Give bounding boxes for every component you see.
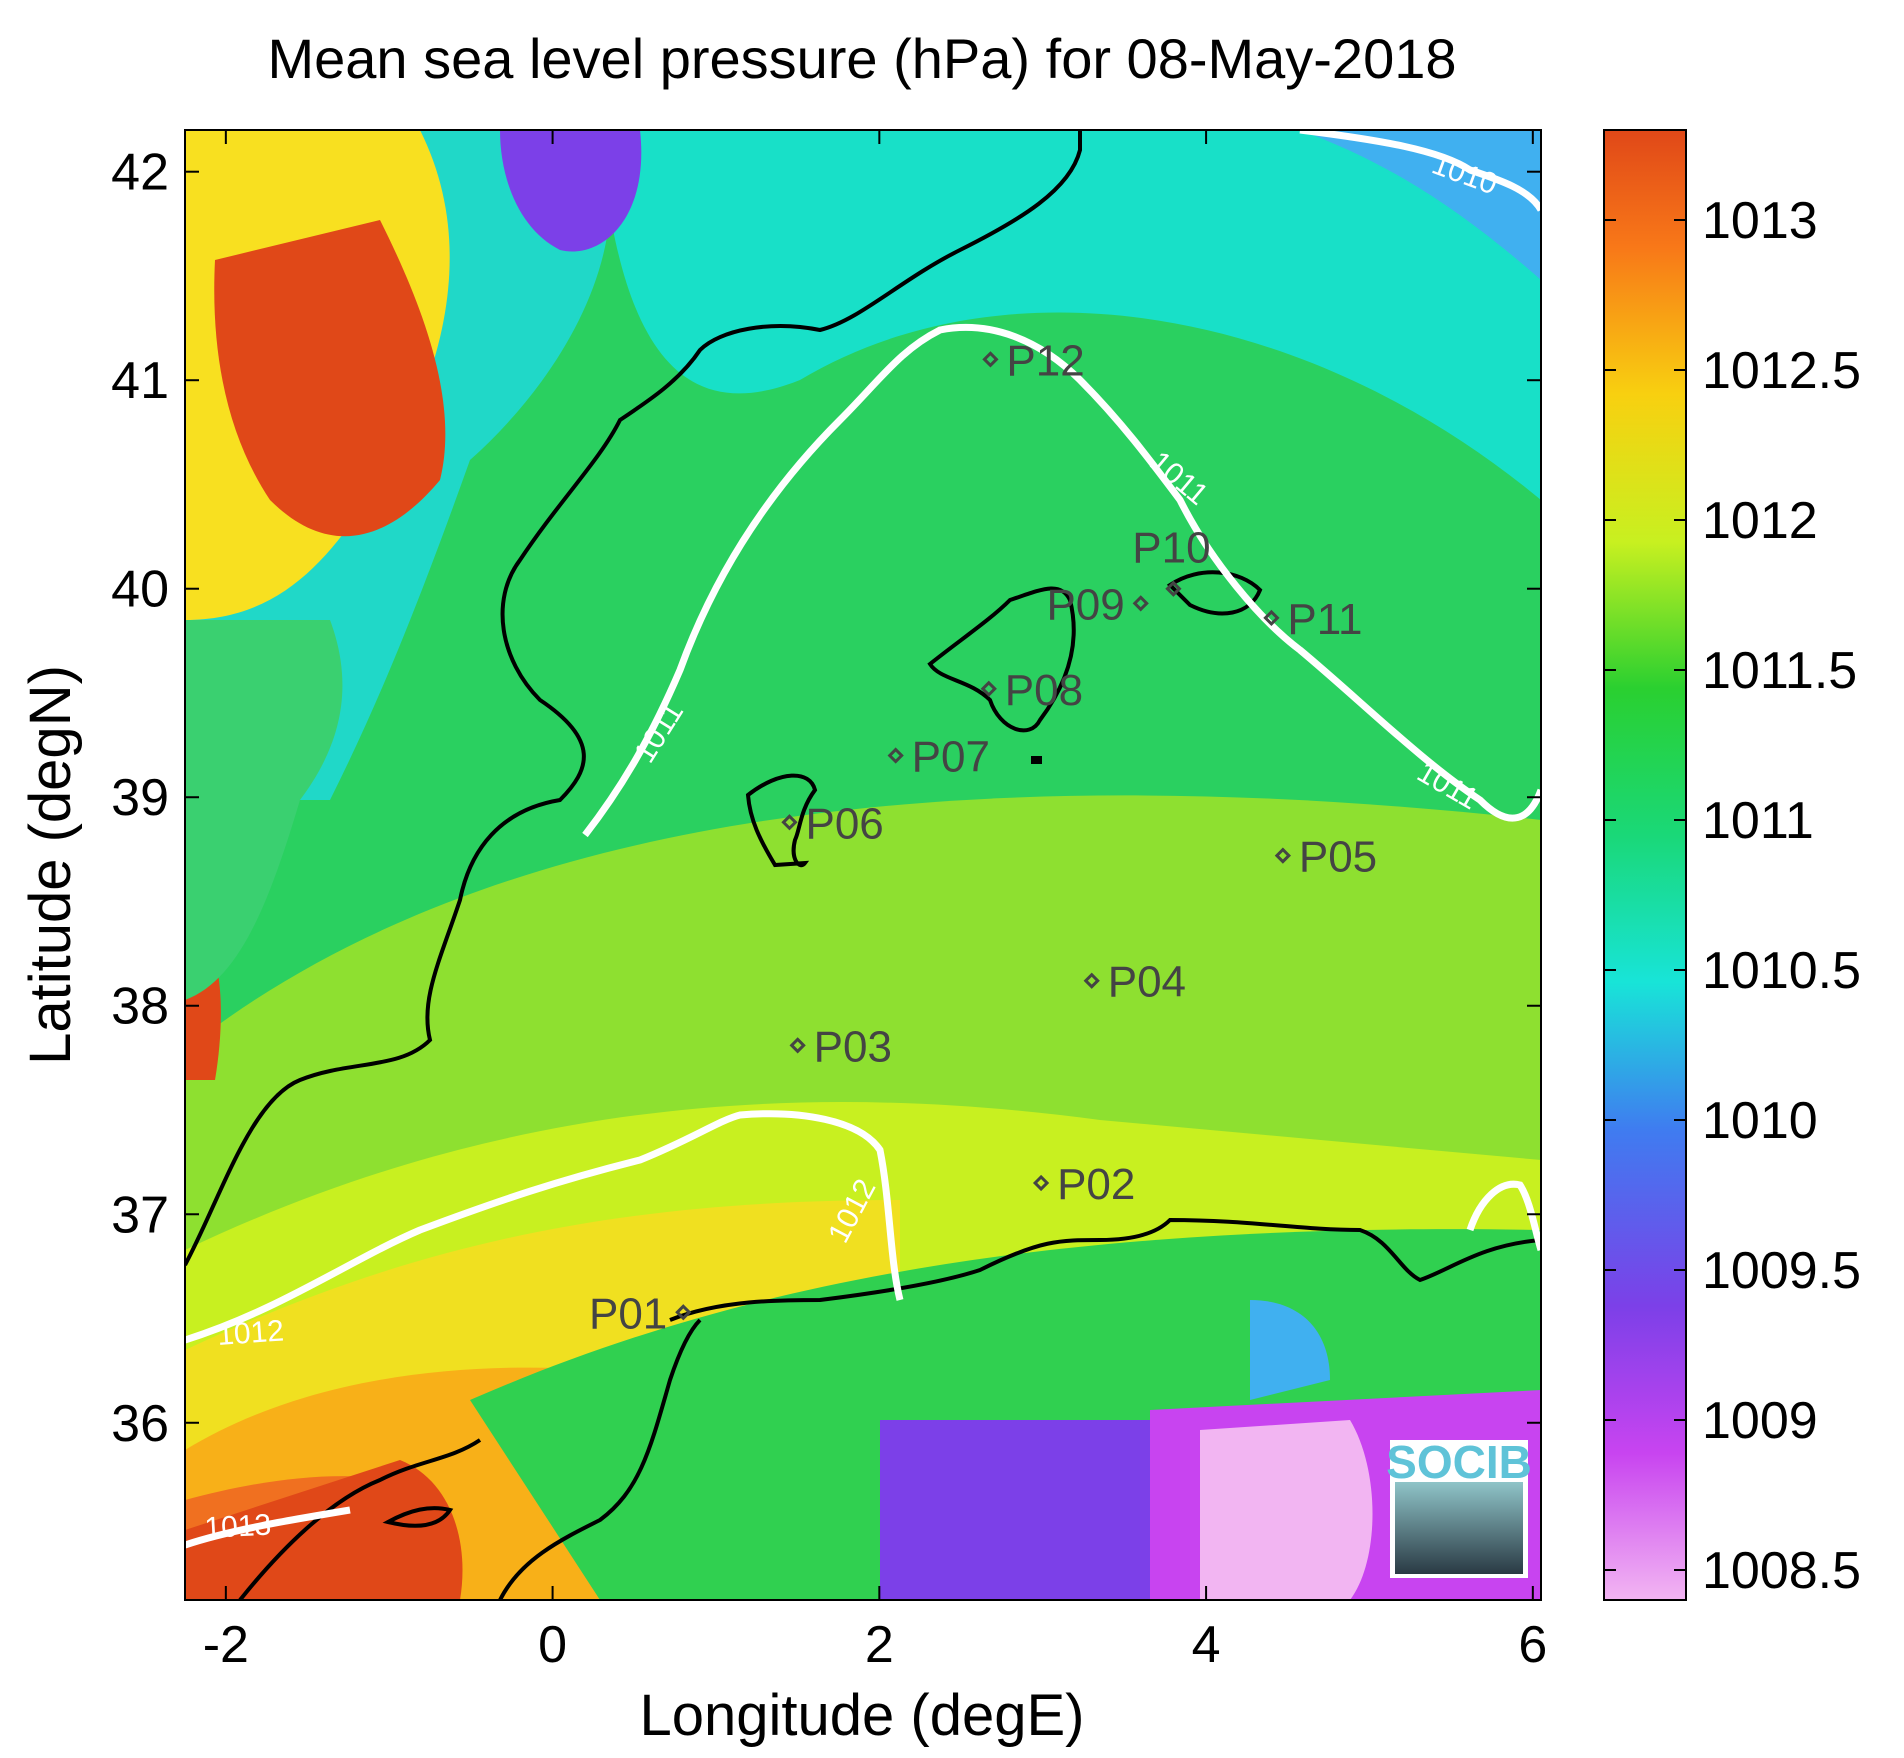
station-label-p06: P06 [805,799,883,848]
station-marker-p02 [1032,1174,1050,1192]
station-marker-p09 [1132,595,1149,612]
station-marker-p03 [789,1037,806,1054]
figure-title: Mean sea level pressure (hPa) for 08-May… [267,27,1456,90]
y-tick-label: 36 [111,1395,169,1453]
station-label-p07: P07 [912,733,990,782]
contour-1010-line [1299,130,1541,212]
station-label-p10: P10 [1132,524,1210,573]
contour-label-1012: 1012 [216,1314,285,1352]
colorbar-tick-label: 1008.5 [1702,1542,1861,1600]
station-label-p02: P02 [1057,1160,1135,1209]
y-tick-label: 42 [111,144,169,202]
x-tick-label: 0 [538,1616,567,1674]
colorbar-gradient [1603,129,1687,1601]
station-marker-p05 [1274,847,1291,864]
contour-label-1013: 1013 [204,1509,272,1545]
socib-logo: SOCIB [1386,1436,1532,1578]
y-tick-label: 39 [111,769,169,827]
station-marker-p12 [982,351,999,368]
x-tick-label: 4 [1192,1616,1221,1674]
x-tick-label: -2 [203,1616,249,1674]
contour-lines [185,130,1541,1549]
coastlines [185,130,1541,1600]
colorbar-tick-label: 1011.5 [1702,642,1857,700]
y-tick-label: 40 [111,561,169,619]
contour-1011-b-line [1466,1180,1541,1252]
x-axis-title: Longitude (degE) [640,1683,1085,1748]
colorbar-tick-label: 1009.5 [1702,1242,1861,1300]
station-label-p01: P01 [589,1289,667,1338]
y-axis-title: Latitude (degN) [18,665,83,1065]
colorbar-tick-label: 1010.5 [1702,942,1861,1000]
pressure-field [185,130,1541,1600]
colorbar-tick-label: 1012 [1702,492,1818,550]
x-axis-ticks: -2 0 2 4 6 [203,130,1547,1674]
socib-logo-text: SOCIB [1386,1436,1532,1488]
station-marker-p04 [1083,972,1100,989]
station-marker-p10 [1165,580,1182,597]
colorbar-tick-label: 1013 [1702,192,1818,250]
map-frame [184,129,1542,1601]
station-label-p12: P12 [1006,336,1084,385]
station-label-p09: P09 [1046,580,1124,629]
x-tick-label: 6 [1518,1616,1547,1674]
colorbar-tick-label: 1011 [1702,792,1814,850]
station-marker-p01 [675,1304,692,1321]
colorbar-ticks: 1008.5 1009 1009.5 1010 1010.5 1011 1011.5 1012… [1604,192,1861,1600]
colorbar: 1008.5 1009 1009.5 1010 1010.5 1011 1011.5 1012… [1603,129,1861,1601]
station-marker-p11 [1263,609,1280,627]
station-label-p11: P11 [1287,595,1362,644]
y-tick-label: 37 [111,1186,169,1244]
station-label-p03: P03 [814,1022,892,1071]
x-tick-label: 2 [865,1616,894,1674]
y-tick-label: 41 [111,352,169,410]
contour-1013-line [185,1506,351,1549]
y-tick-label: 38 [111,978,169,1036]
station-marker-p06 [781,814,798,831]
station-label-p08: P08 [1005,666,1083,715]
station-label-p05: P05 [1299,833,1377,882]
colorbar-tick-label: 1010 [1702,1092,1818,1150]
contour-1011-line [582,323,1541,838]
contour-1012-line [185,1110,904,1344]
y-axis-ticks: 36 37 38 39 40 41 42 [111,144,1541,1453]
station-marker-p08 [980,680,997,697]
colorbar-tick-label: 1009 [1702,1392,1818,1450]
station-marker-p07 [887,747,904,764]
colorbar-tick-label: 1012.5 [1702,342,1861,400]
station-label-p04: P04 [1108,958,1186,1007]
